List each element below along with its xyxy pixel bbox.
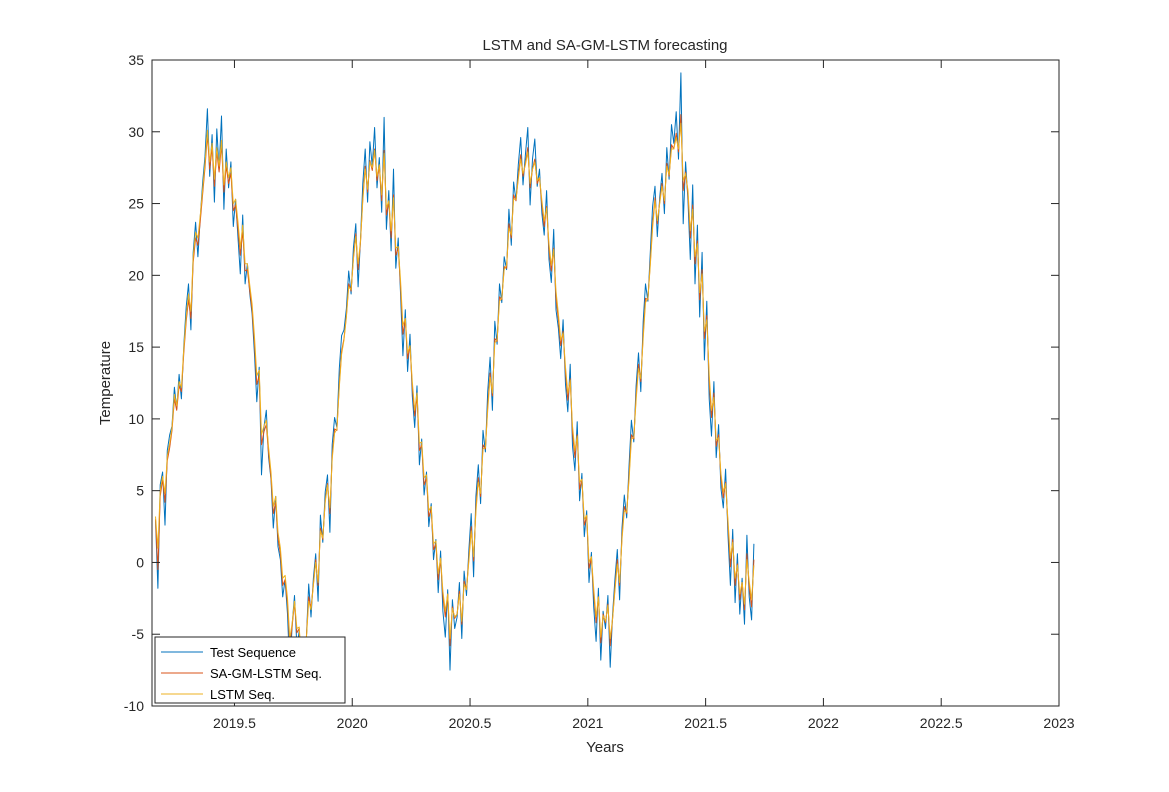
y-axis: -10 -5 0 5 10 15 20 25 30 35 [124,52,1059,714]
chart-title: LSTM and SA-GM-LSTM forecasting [482,37,727,54]
series-line-1 [155,72,755,701]
x-tick-label: 2022 [808,715,839,731]
plot-area [152,60,1059,706]
x-tick-label: 2020 [337,715,368,731]
y-axis-label: Temperature [97,341,114,425]
y-tick-label: 20 [128,267,144,283]
series-layer [155,72,755,701]
legend-box [154,636,346,704]
x-tick-label: 2023 [1043,715,1074,731]
x-axis-label: Years [586,739,624,756]
y-tick-label: -5 [132,626,145,642]
y-tick-label: 30 [128,124,144,140]
y-tick-label: 15 [128,339,144,355]
legend-label: SA-GM-LSTM Seq. [210,666,322,681]
y-tick-label: 35 [128,52,144,68]
y-tick-label: 25 [128,196,144,212]
legend-label: Test Sequence [210,645,296,660]
legend-label: LSTM Seq. [210,687,275,702]
legend: Test Sequence SA-GM-LSTM Seq. LSTM Seq. [154,636,346,704]
x-tick-label: 2021.5 [684,715,727,731]
series-line-3 [155,122,755,667]
y-tick-label: 5 [136,483,144,499]
y-tick-label: 10 [128,411,144,427]
x-tick-label: 2020.5 [449,715,492,731]
x-axis: 2019.5 2020 2020.5 2021 2021.5 2022 2022.5 2023 [213,60,1075,731]
x-tick-label: 2022.5 [920,715,963,731]
x-tick-label: 2021 [572,715,603,731]
x-tick-label: 2019.5 [213,715,256,731]
y-tick-label: 0 [136,554,144,570]
y-tick-label: -10 [124,698,144,714]
axes-box [151,59,1060,707]
